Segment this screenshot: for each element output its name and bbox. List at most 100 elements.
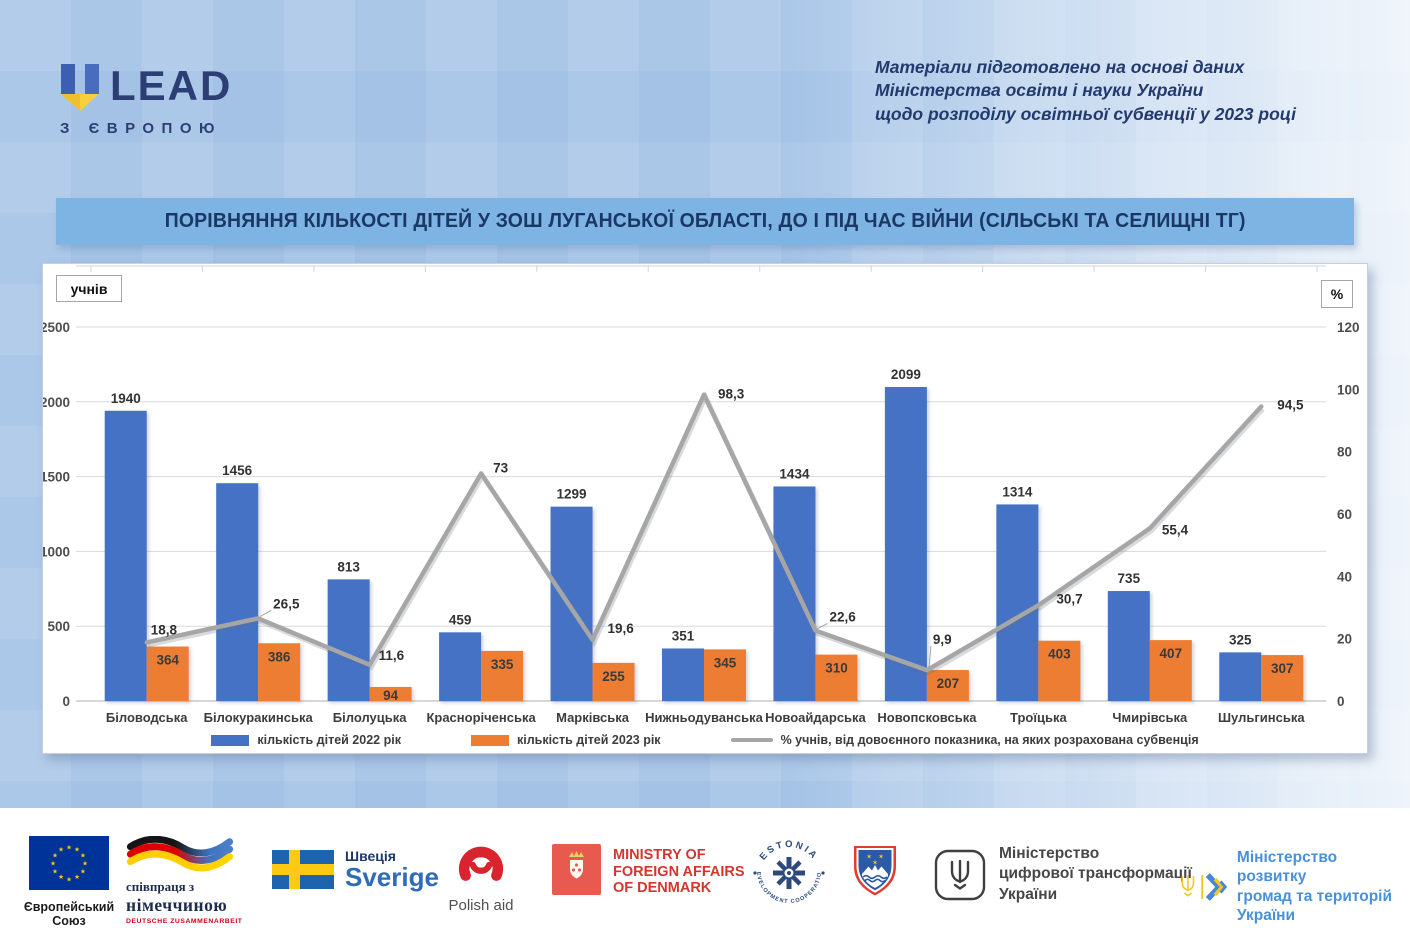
bar-2022 (773, 486, 816, 701)
y2-axis-label: 100 (1337, 382, 1360, 397)
source-note-line: Міністерства освіти і науки України (875, 80, 1204, 101)
eu-star: ★ (66, 875, 72, 883)
line-label: 98,3 (718, 387, 745, 402)
y2-axis-label: 120 (1337, 320, 1360, 335)
bar-2023 (481, 650, 524, 701)
bar-label-2023: 307 (1271, 661, 1294, 676)
eu-star: ★ (80, 851, 86, 859)
bar-2023 (146, 646, 189, 701)
eu-star: ★ (82, 859, 88, 867)
german-caption-3: DEUTSCHE ZUSAMMENARBEIT (126, 918, 243, 925)
bar-label-2022: 1299 (557, 487, 587, 502)
sweden-logo: Швеція Sverige (272, 848, 439, 890)
estonia-cooperation-icon: ESTONIA DEVELOPMENT COOPERATION (753, 839, 825, 905)
digital-caption-3: України (999, 885, 1058, 903)
german-ukraine-wave-icon (126, 835, 234, 872)
label-leader-line (817, 623, 828, 630)
left-axis-unit-box: учнів (56, 275, 122, 302)
bar-2023 (704, 649, 746, 701)
bar-2022 (104, 410, 147, 701)
line-label: 18,8 (151, 622, 178, 637)
percent-line (144, 392, 1264, 673)
development-caption-2: громад та територій України (1236, 887, 1393, 925)
eu-star: ★ (74, 873, 80, 881)
y2-axis-label: 60 (1337, 507, 1352, 522)
bar-label-2023: 345 (714, 655, 737, 670)
bar-label-2022: 351 (672, 628, 695, 643)
source-note-line: Матеріали підготовлено на основі даних (875, 57, 1245, 77)
svg-text:✶: ✶ (866, 853, 872, 861)
line-label: 94,5 (1277, 397, 1304, 412)
legend-item: % учнів, від довоєнного показника, на як… (730, 733, 1199, 747)
digital-ministry-logo: Міністерство цифрової трансформації Укра… (934, 844, 1192, 905)
line-label: 26,5 (273, 596, 300, 611)
chart-title: ПОРІВНЯННЯ КІЛЬКОСТІ ДІТЕЙ У ЗОШ ЛУГАНСЬ… (164, 210, 1246, 232)
legend-swatch-line (730, 738, 773, 742)
x-axis-label: Білокуракинська (204, 710, 314, 725)
eu-flag-icon: ★ ★★★★★★★★★★★ (29, 836, 109, 890)
bar-label-2022: 1314 (1002, 484, 1033, 499)
line-label: 19,6 (608, 621, 635, 636)
bar-label-2023: 255 (602, 669, 625, 684)
eu-logo: ★ ★ ★ ★ ★ ★ ★ ★ ★ ★ ★ ★ Європейський Союз (14, 836, 124, 928)
ulead-tagline: З ЄВРОПОЮ (60, 120, 222, 137)
percent-line-shadow (147, 391, 1265, 676)
y2-axis-label: 40 (1337, 569, 1352, 584)
legend-swatch-bar (470, 734, 509, 746)
chart-legend: кількість дітей 2022 рік кількість дітей … (43, 733, 1367, 747)
ulead-brand-text: LEAD (110, 62, 233, 109)
polish-aid-logo: Polish aid (448, 840, 514, 914)
denmark-caption-3: OF DENMARK (613, 880, 712, 897)
polish-aid-icon (458, 846, 504, 881)
x-axis-label: Нижньодуванська (645, 710, 763, 725)
line-label: 9,9 (933, 632, 952, 647)
bar-2022 (662, 648, 704, 701)
chart: 0 500 1000 1500 2000 2500 0 20 40 60 80 100 120 1940 3… (43, 265, 1360, 725)
german-cooperation-logo: співпраця з німеччиною DEUTSCHE ZUSAMMEN… (126, 835, 246, 925)
eu-star: ★ (58, 873, 64, 881)
x-axis-label: Білолуцька (333, 710, 407, 725)
line-label: 73 (493, 460, 509, 475)
digital-caption-2: цифрової трансформації (999, 865, 1192, 883)
footer: ★ ★ ★ ★ ★ ★ ★ ★ ★ ★ ★ ★ Європейський Союз (0, 808, 1410, 936)
source-note-line: щодо розподілу освітньої субвенції у 202… (875, 103, 1296, 124)
bar-label-2022: 1940 (111, 391, 141, 406)
estonia-logo: ESTONIA DEVELOPMENT COOPERATION (748, 832, 830, 919)
x-axis-label: Шульгинська (1218, 710, 1305, 725)
eu-star: ★ (80, 867, 86, 875)
slovenia-logo: ✶ ✶ ✶ (851, 844, 899, 903)
denmark-caption-1: MINISTRY OF (613, 847, 706, 863)
bar-2023 (258, 643, 301, 701)
legend-label: кількість дітей 2023 рік (516, 733, 661, 747)
bar-2023 (592, 662, 635, 701)
polish-aid-caption: Polish aid (448, 897, 514, 914)
chart-title-bar: ПОРІВНЯННЯ КІЛЬКОСТІ ДІТЕЙ У ЗОШ ЛУГАНСЬ… (56, 198, 1354, 245)
right-axis-unit-box: % (1321, 280, 1353, 308)
bar-2022 (1219, 652, 1262, 701)
x-axis-label: Новопсковська (877, 710, 977, 725)
sweden-caption-ua: Швеція (345, 848, 396, 864)
eu-star: ★ (50, 859, 56, 867)
eu-star: ★ (52, 851, 58, 859)
bar-2023 (1038, 640, 1081, 701)
legend-label: кількість дітей 2022 рік (257, 733, 401, 747)
bar-label-2023: 386 (268, 649, 291, 664)
legend-item: кількість дітей 2023 рік (470, 733, 661, 747)
y2-axis-label: 80 (1337, 445, 1352, 460)
slovenia-coat-of-arms-icon: ✶ ✶✶ (854, 846, 896, 896)
bar-2023 (1261, 655, 1304, 701)
bar-2022 (884, 386, 927, 701)
trident-badge-icon (934, 849, 986, 900)
label-leader-line (259, 609, 272, 617)
ulead-logo: LEAD З ЄВРОПОЮ (60, 62, 233, 138)
bar-label-2022: 735 (1118, 571, 1141, 586)
y-axis-label: 1500 (43, 470, 70, 485)
denmark-mfa-logo: MINISTRY OF FOREIGN AFFAIRS OF DENMARK (552, 844, 745, 897)
bar-2022 (327, 579, 370, 701)
svg-text:✶: ✶ (872, 859, 878, 867)
bar-label-2023: 310 (825, 661, 848, 676)
digital-caption-1: Міністерство (999, 845, 1100, 862)
german-caption-2: німеччиною (126, 895, 228, 915)
legend-label: % учнів, від довоєнного показника, на як… (780, 733, 1199, 747)
